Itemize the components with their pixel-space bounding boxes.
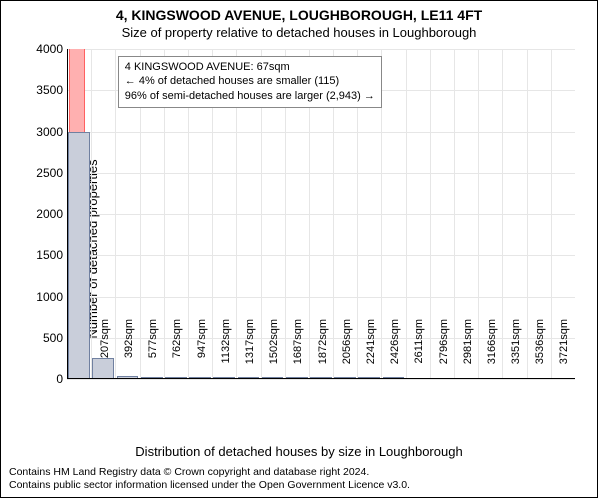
- gridline-horizontal: [67, 49, 575, 50]
- x-axis-line: [67, 378, 575, 379]
- y-tick-label: 500: [43, 331, 67, 345]
- x-tick-label: 3351sqm: [508, 319, 522, 379]
- gridline-vertical: [551, 49, 552, 379]
- y-tick-label: 3500: [36, 83, 67, 97]
- x-tick-label: 1502sqm: [266, 319, 280, 379]
- x-tick-label: 3536sqm: [532, 319, 546, 379]
- footer-line: Contains public sector information licen…: [9, 479, 410, 493]
- x-tick-label: 1317sqm: [242, 319, 256, 379]
- x-tick-label: 2056sqm: [339, 319, 353, 379]
- y-tick-label: 0: [56, 372, 67, 386]
- gridline-vertical: [454, 49, 455, 379]
- x-tick-label: 2611sqm: [411, 319, 425, 379]
- gridline-vertical: [502, 49, 503, 379]
- y-tick-label: 2000: [36, 207, 67, 221]
- x-axis-label: Distribution of detached houses by size …: [1, 444, 597, 459]
- bar: [92, 358, 114, 379]
- footer: Contains HM Land Registry data © Crown c…: [9, 466, 410, 493]
- chart-container: 4, KINGSWOOD AVENUE, LOUGHBOROUGH, LE11 …: [0, 0, 598, 498]
- chart-subtitle: Size of property relative to detached ho…: [1, 25, 597, 40]
- y-tick-label: 1000: [36, 290, 67, 304]
- x-tick-label: 1872sqm: [315, 319, 329, 379]
- x-tick-label: 2241sqm: [363, 319, 377, 379]
- plot-area: 0500100015002000250030003500400022sqm207…: [67, 49, 575, 379]
- chart-title: 4, KINGSWOOD AVENUE, LOUGHBOROUGH, LE11 …: [1, 7, 597, 23]
- gridline-horizontal: [67, 297, 575, 298]
- x-tick-label: 2981sqm: [460, 319, 474, 379]
- callout-line: ← 4% of detached houses are smaller (115…: [125, 74, 375, 89]
- y-tick-label: 2500: [36, 166, 67, 180]
- gridline-horizontal: [67, 379, 575, 380]
- y-axis-line: [67, 49, 68, 379]
- gridline-vertical: [430, 49, 431, 379]
- gridline-horizontal: [67, 255, 575, 256]
- x-tick-label: 2796sqm: [436, 319, 450, 379]
- y-tick-label: 4000: [36, 42, 67, 56]
- footer-line: Contains HM Land Registry data © Crown c…: [9, 466, 410, 480]
- x-tick-label: 3166sqm: [484, 319, 498, 379]
- y-tick-label: 3000: [36, 125, 67, 139]
- gridline-vertical: [91, 49, 92, 379]
- x-tick-label: 577sqm: [145, 319, 159, 379]
- y-tick-label: 1500: [36, 248, 67, 262]
- x-tick-label: 1687sqm: [290, 319, 304, 379]
- callout-box: 4 KINGSWOOD AVENUE: 67sqm← 4% of detache…: [118, 56, 382, 109]
- gridline-horizontal: [67, 214, 575, 215]
- gridline-vertical: [527, 49, 528, 379]
- gridline-vertical: [406, 49, 407, 379]
- callout-line: 96% of semi-detached houses are larger (…: [125, 89, 375, 104]
- gridline-horizontal: [67, 173, 575, 174]
- gridline-vertical: [478, 49, 479, 379]
- x-tick-label: 762sqm: [169, 319, 183, 379]
- bar: [68, 132, 90, 380]
- gridline-vertical: [115, 49, 116, 379]
- x-tick-label: 2426sqm: [387, 319, 401, 379]
- x-tick-label: 947sqm: [194, 319, 208, 379]
- x-tick-label: 3721sqm: [556, 319, 570, 379]
- gridline-horizontal: [67, 132, 575, 133]
- x-tick-label: 392sqm: [121, 319, 135, 379]
- x-tick-label: 1132sqm: [218, 319, 232, 379]
- callout-line: 4 KINGSWOOD AVENUE: 67sqm: [125, 60, 375, 75]
